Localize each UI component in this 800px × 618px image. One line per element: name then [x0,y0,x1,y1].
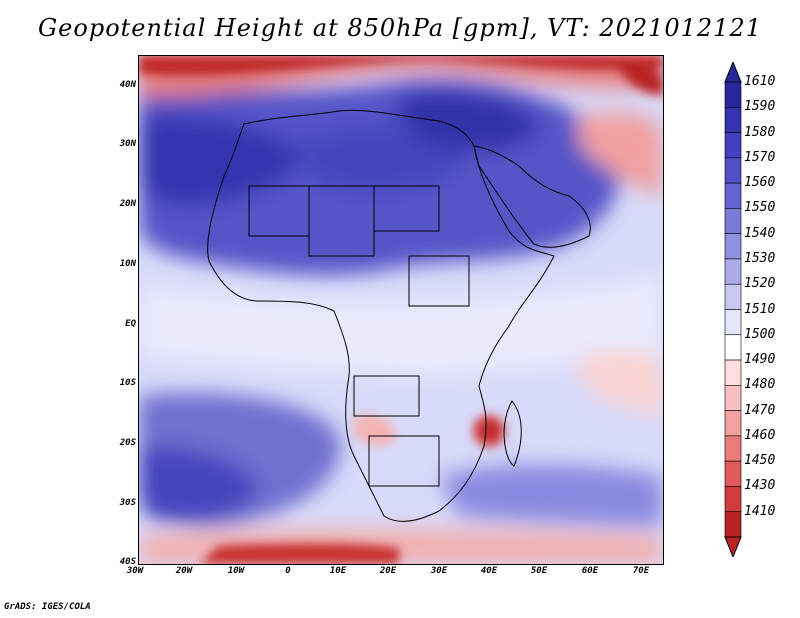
colorbar-cell [724,385,742,411]
y-tick-40n: 40N [119,80,136,90]
colorbar-cell [724,208,742,234]
colorbar-label: 1430 [744,478,776,494]
x-tick-0: 0 [285,566,291,576]
colorbar-label: 1460 [744,427,776,443]
x-tick-30w: 30W [126,566,144,576]
colorbar-label: 1560 [744,175,776,191]
y-tick-30s: 30S [119,498,136,508]
map-plot-area [138,55,664,565]
colorbar-label: 1590 [744,99,776,115]
y-tick-10n: 10N [119,259,136,269]
colorbar-bottom-triangle [724,536,742,557]
y-tick-40s: 40S [119,557,136,567]
colorbar-label: 1540 [744,225,776,241]
colorbar-cell [724,359,742,386]
colorbar-label: 1490 [744,352,776,368]
colorbar-cell [724,258,742,285]
colorbar-label: 1470 [744,402,776,418]
y-tick-eq: EQ [125,319,136,329]
y-tick-20s: 20S [119,438,136,448]
geopotential-field [139,56,663,564]
x-tick-70e: 70E [632,566,650,576]
colorbar-label: 1610 [744,74,776,89]
x-tick-10w: 10W [227,566,245,576]
x-tick-20e: 20E [379,566,397,576]
map-title: Geopotential Height at 850hPa [gpm], VT:… [38,14,762,42]
colorbar-cell [724,486,742,513]
colorbar-cell [724,132,742,159]
colorbar [724,62,742,557]
colorbar-label: 1580 [744,124,776,140]
colorbar-cell [724,81,742,108]
x-tick-20w: 20W [175,566,193,576]
colorbar-cell [724,233,742,260]
colorbar-top-triangle [724,62,742,83]
colorbar-cell [724,410,742,437]
colorbar-label: 1450 [744,453,776,469]
colorbar-label: 1570 [744,149,776,165]
colorbar-label: 1550 [744,200,776,216]
colorbar-cell [724,309,742,336]
y-tick-10s: 10S [119,378,136,388]
x-tick-60e: 60E [581,566,599,576]
colorbar-label: 1520 [744,276,776,292]
colorbar-cell [724,511,742,538]
colorbar-label: 1510 [744,301,776,317]
y-tick-30n: 30N [119,139,136,149]
colorbar-label: 1410 [744,503,776,519]
colorbar-cell [724,106,742,133]
colorbar-cell [724,334,742,361]
x-tick-10e: 10E [329,566,347,576]
colorbar-cell [724,435,742,462]
colorbar-cell [724,283,742,310]
x-tick-30e: 30E [430,566,448,576]
colorbar-label: 1530 [744,250,776,266]
x-tick-40e: 40E [480,566,498,576]
x-tick-50e: 50E [530,566,548,576]
colorbar-cell [724,460,742,487]
colorbar-label: 1500 [744,326,776,342]
colorbar-label: 1480 [744,377,776,393]
colorbar-cell [724,157,742,184]
y-tick-20n: 20N [119,199,136,209]
grads-credit: GrADS: IGES/COLA [4,602,91,612]
colorbar-cell [724,182,742,209]
